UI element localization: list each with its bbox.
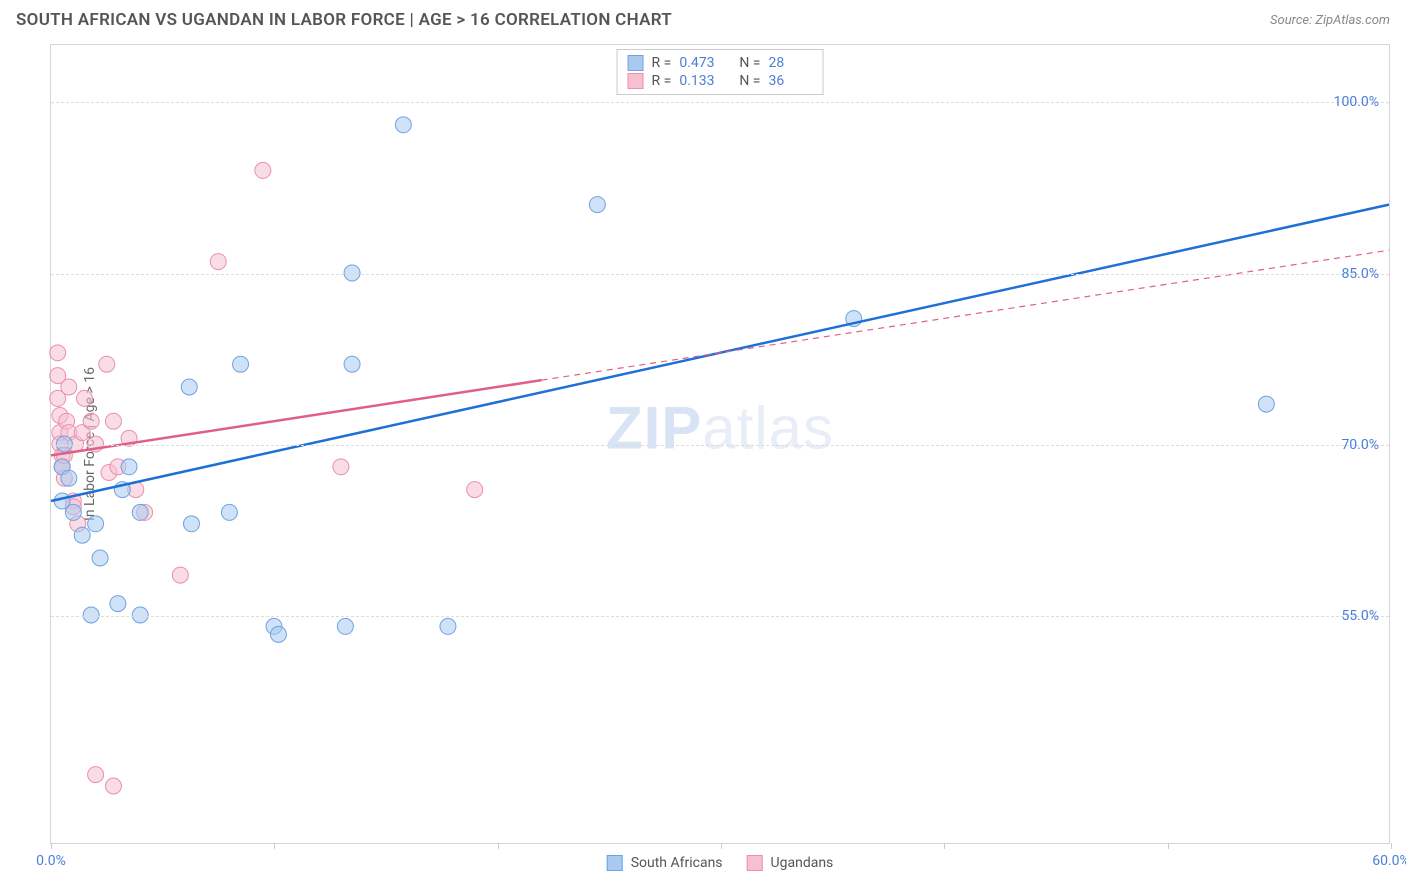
data-point [270,626,286,642]
y-tick-label: 55.0% [1341,608,1379,624]
y-tick-label: 100.0% [1334,94,1379,110]
x-tick [721,843,722,849]
gridline [51,102,1389,103]
data-point [110,596,126,612]
data-point [65,504,81,520]
data-point [105,413,121,429]
r-label-1: R = [652,55,672,71]
swatch-bottom-1 [607,855,623,871]
swatch-series-2 [628,73,644,89]
data-point [88,516,104,532]
data-point [92,550,108,566]
data-point [50,345,66,361]
data-point [88,767,104,783]
n-label-2: N = [739,73,760,89]
x-tick [1168,843,1169,849]
data-point [83,607,99,623]
n-label-1: N = [739,55,760,71]
chart-title: SOUTH AFRICAN VS UGANDAN IN LABOR FORCE … [16,10,672,30]
r-value-2: 0.133 [679,73,723,89]
legend-series: South Africans Ugandans [607,855,834,871]
data-point [589,197,605,213]
data-point [121,459,137,475]
legend-stats-row-1: R = 0.473 N = 28 [628,54,813,72]
n-value-2: 36 [768,73,812,89]
data-point [172,567,188,583]
legend-item-2: Ugandans [747,855,834,871]
data-point [83,413,99,429]
data-point [184,516,200,532]
data-point [61,379,77,395]
legend-label-2: Ugandans [771,855,834,871]
data-point [74,527,90,543]
data-point [467,482,483,498]
data-point [395,117,411,133]
data-point [233,356,249,372]
x-tick [944,843,945,849]
x-tick [498,843,499,849]
x-tick [274,843,275,849]
data-point [132,504,148,520]
data-point [1258,396,1274,412]
data-point [333,459,349,475]
data-point [105,778,121,794]
r-label-2: R = [652,73,672,89]
data-point [56,436,72,452]
data-point [344,356,360,372]
plot-svg [51,45,1389,843]
n-value-1: 28 [768,55,812,71]
gridline [51,274,1389,275]
regression-line-dashed [542,250,1389,380]
gridline [51,616,1389,617]
data-point [132,607,148,623]
x-tick [51,843,52,849]
data-point [255,162,271,178]
data-point [99,356,115,372]
chart-source: Source: ZipAtlas.com [1270,13,1390,28]
data-point [221,504,237,520]
data-point [440,618,456,634]
data-point [181,379,197,395]
swatch-bottom-2 [747,855,763,871]
x-tick-label: 0.0% [36,853,66,869]
legend-item-1: South Africans [607,855,723,871]
data-point [61,470,77,486]
data-point [337,618,353,634]
r-value-1: 0.473 [679,55,723,71]
data-point [76,390,92,406]
data-point [210,254,226,270]
swatch-series-1 [628,55,644,71]
gridline [51,445,1389,446]
legend-stats-row-2: R = 0.133 N = 36 [628,72,813,90]
legend-stats: R = 0.473 N = 28 R = 0.133 N = 36 [617,49,824,95]
legend-label-1: South Africans [631,855,723,871]
x-tick-label: 60.0% [1372,853,1406,869]
y-tick-label: 70.0% [1341,437,1379,453]
header: SOUTH AFRICAN VS UGANDAN IN LABOR FORCE … [0,0,1406,36]
chart-container: In Labor Force | Age > 16 ZIPatlas R = 0… [50,44,1390,844]
y-tick-label: 85.0% [1341,266,1379,282]
x-tick [1391,843,1392,849]
